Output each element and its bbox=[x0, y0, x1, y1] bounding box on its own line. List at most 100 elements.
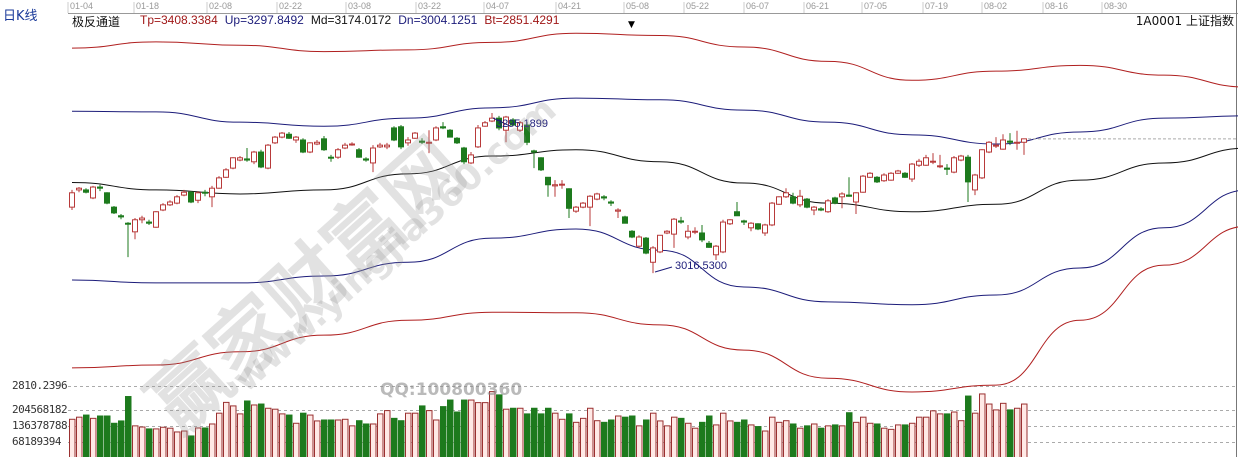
candle-up bbox=[657, 234, 663, 253]
volume-bar-up bbox=[916, 416, 923, 457]
candle-up bbox=[692, 230, 698, 233]
candle-down bbox=[440, 126, 446, 129]
volume-bar-down bbox=[566, 413, 573, 457]
candle-down bbox=[741, 220, 747, 223]
volume-bar-up bbox=[783, 420, 790, 457]
candle-down bbox=[447, 129, 453, 138]
candle-down bbox=[258, 151, 264, 168]
candle-down bbox=[461, 147, 467, 163]
volume-bar-down bbox=[419, 405, 426, 457]
candle-down bbox=[419, 140, 425, 143]
volume-bar-up bbox=[993, 409, 1000, 457]
volume-bar-down bbox=[790, 423, 797, 457]
candle-down bbox=[790, 196, 796, 204]
volume-bar-down bbox=[286, 414, 293, 457]
volume-bar-up bbox=[657, 420, 664, 457]
volume-bar-down bbox=[125, 396, 132, 457]
candle-up bbox=[342, 144, 348, 149]
volume-bar-up bbox=[797, 427, 804, 457]
candle-down bbox=[699, 232, 705, 241]
candle-up bbox=[1014, 141, 1020, 144]
candle-up bbox=[314, 141, 320, 145]
volume-bar-down bbox=[699, 421, 706, 457]
candle-down bbox=[454, 137, 460, 144]
candle-down bbox=[111, 206, 117, 214]
tp-value: Tp=3408.3384 bbox=[140, 13, 218, 27]
candle-up bbox=[979, 149, 985, 179]
candle-down bbox=[734, 211, 740, 217]
candle-up bbox=[881, 174, 887, 182]
date-tick-label: 06-07 bbox=[746, 1, 770, 11]
volume-bar-down bbox=[510, 407, 517, 457]
candle-up bbox=[986, 141, 992, 153]
candle-up bbox=[1021, 138, 1027, 143]
volume-bar-down bbox=[202, 427, 209, 457]
candle-up bbox=[650, 247, 656, 263]
candle-up bbox=[769, 202, 775, 226]
candle-up bbox=[139, 217, 145, 221]
volume-bar-up bbox=[860, 416, 867, 457]
volume-bar-up bbox=[517, 407, 524, 457]
volume-bar-down bbox=[300, 412, 307, 457]
candle-up bbox=[720, 221, 726, 253]
candle-up bbox=[951, 157, 957, 173]
indicator-name: 极反通道 bbox=[72, 15, 121, 29]
volume-bar-down bbox=[755, 426, 762, 457]
candle-up bbox=[174, 196, 180, 204]
candle-up bbox=[405, 139, 411, 144]
candle-up bbox=[895, 170, 901, 174]
volume-bar-up bbox=[195, 427, 202, 457]
volume-bar-down bbox=[734, 421, 741, 457]
candle-down bbox=[398, 126, 404, 148]
candle-down bbox=[832, 197, 838, 204]
symbol-label: 1A0001 上证指数 bbox=[1135, 14, 1234, 28]
volume-bar-up bbox=[748, 424, 755, 457]
volume-bar-up bbox=[76, 416, 83, 457]
candle-up bbox=[279, 132, 285, 138]
volume-bar-down bbox=[846, 412, 853, 457]
volume-bar-up bbox=[1000, 402, 1007, 457]
volume-bar-down bbox=[538, 413, 545, 457]
candle-up bbox=[825, 200, 831, 213]
volume-bar-up bbox=[559, 418, 566, 457]
volume-bar-up bbox=[909, 422, 916, 457]
candle-down bbox=[622, 216, 628, 224]
candle-down bbox=[496, 117, 502, 129]
period-label[interactable]: 日K线 bbox=[3, 9, 38, 24]
candle-up bbox=[489, 117, 495, 122]
volume-bar-down bbox=[328, 419, 335, 457]
candle-up bbox=[272, 136, 278, 144]
candle-down bbox=[104, 192, 110, 204]
candle-up bbox=[685, 230, 691, 238]
candle-up bbox=[349, 143, 355, 146]
volume-bar-up bbox=[671, 416, 678, 457]
volume-bar-up bbox=[685, 422, 692, 457]
volume-bar-down bbox=[146, 428, 153, 457]
candle-down bbox=[524, 124, 530, 143]
candle-up bbox=[76, 187, 82, 191]
date-tick-label: 07-05 bbox=[864, 1, 888, 11]
candle-up bbox=[664, 230, 670, 234]
candle-up bbox=[90, 186, 96, 199]
candle-up bbox=[384, 144, 390, 148]
volume-axis-label: 204568182 bbox=[12, 403, 68, 416]
volume-bar-up bbox=[1014, 407, 1021, 457]
volume-bar-up bbox=[888, 428, 895, 457]
date-tick-label: 03-22 bbox=[418, 1, 442, 11]
candle-up bbox=[923, 157, 929, 166]
volume-bar-up bbox=[433, 419, 440, 457]
volume-bar-up bbox=[713, 424, 720, 457]
volume-bar-up bbox=[377, 413, 384, 457]
volume-bar-down bbox=[188, 435, 195, 457]
volume-bar-down bbox=[1007, 409, 1014, 457]
candle-down bbox=[818, 208, 824, 211]
candle-down bbox=[706, 242, 712, 248]
down-triangle-icon[interactable]: ▼ bbox=[628, 20, 635, 30]
candle-down bbox=[244, 158, 250, 161]
volume-axis-label: 68189394 bbox=[12, 435, 61, 448]
volume-bar-up bbox=[1021, 403, 1028, 457]
volume-bar-up bbox=[776, 421, 783, 457]
candle-down bbox=[356, 149, 362, 158]
candle-up bbox=[958, 155, 964, 161]
